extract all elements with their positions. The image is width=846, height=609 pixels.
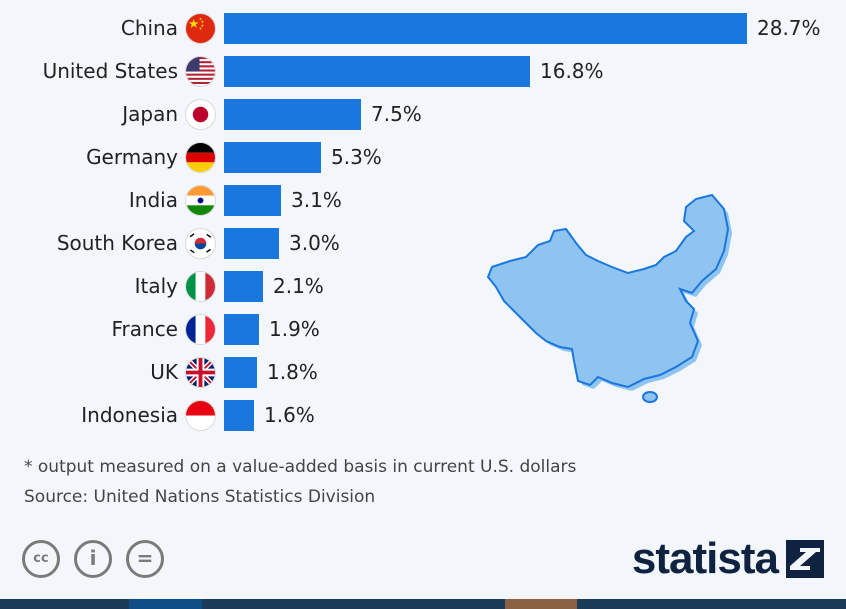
bottom-band [0,599,846,609]
statista-mark-icon [786,540,824,578]
uk-flag-icon [186,358,215,387]
country-label: France [111,317,178,341]
footnote: * output measured on a value-added basis… [24,457,577,477]
bar[interactable] [224,185,281,216]
chart-row: United States 16.8% [0,56,846,87]
value-label: 1.8% [267,360,318,384]
country-label: UK [150,360,178,384]
chart-row: China 28.7% [0,13,846,44]
value-label: 5.3% [331,145,382,169]
bar[interactable] [224,314,259,345]
value-label: 2.1% [273,274,324,298]
chart-row: UK 1.8% [0,357,846,388]
bar[interactable] [224,99,361,130]
indonesia-flag-icon [186,401,215,430]
value-label: 3.0% [289,231,340,255]
statista-logo[interactable]: statista [632,537,824,581]
bar[interactable] [224,142,321,173]
china-flag-icon [186,14,215,43]
italy-flag-icon [186,272,215,301]
value-label: 1.6% [264,403,315,427]
country-label: India [128,188,178,212]
india-flag-icon [186,186,215,215]
value-label: 28.7% [757,16,821,40]
bar[interactable] [224,13,747,44]
country-label: Germany [86,145,178,169]
country-label: China [120,16,178,40]
cc-license-icon[interactable]: cc [22,540,60,578]
value-label: 1.9% [269,317,320,341]
china-map-icon [486,193,732,403]
japan-flag-icon [186,100,215,129]
value-label: 3.1% [291,188,342,212]
france-flag-icon [186,315,215,344]
bar[interactable] [224,357,257,388]
no-derivatives-icon[interactable]: = [126,540,164,578]
chart-row: South Korea 3.0% [0,228,846,259]
value-label: 16.8% [540,59,604,83]
country-label: South Korea [56,231,178,255]
bar[interactable] [224,400,254,431]
country-label: Japan [122,102,178,126]
source-note: Source: United Nations Statistics Divisi… [24,487,376,507]
chart-row: France 1.9% [0,314,846,345]
south-korea-flag-icon [186,229,215,258]
germany-flag-icon [186,143,215,172]
country-label: Indonesia [81,403,178,427]
chart-row: Italy 2.1% [0,271,846,302]
country-label: United States [42,59,178,83]
bar[interactable] [224,56,530,87]
country-label: Italy [134,274,178,298]
chart-row: Germany 5.3% [0,142,846,173]
attribution-icon[interactable]: i [74,540,112,578]
chart-row: Japan 7.5% [0,99,846,130]
value-label: 7.5% [371,102,422,126]
bar[interactable] [224,228,279,259]
usa-flag-icon [186,57,215,86]
chart-row: India 3.1% [0,185,846,216]
bar[interactable] [224,271,263,302]
brand-name: statista [631,534,779,583]
chart-row: Indonesia 1.6% [0,400,846,431]
